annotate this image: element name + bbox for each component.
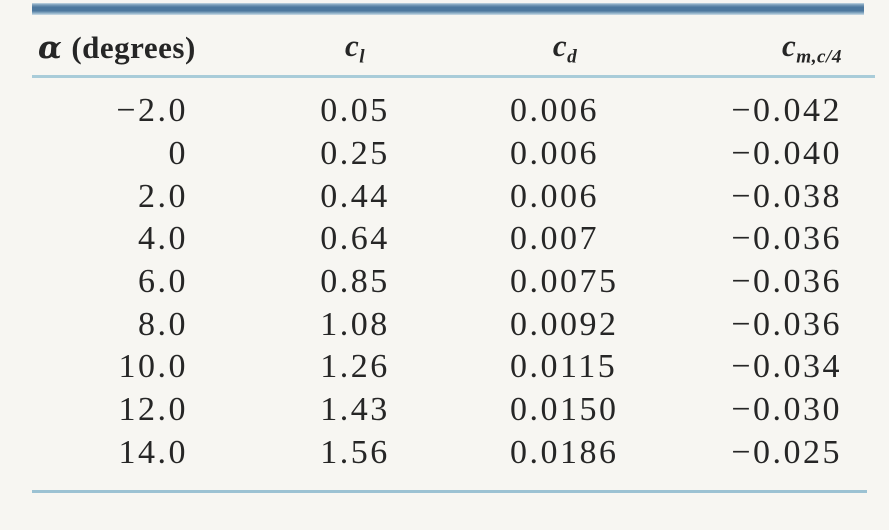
cell-cm: −0.036 xyxy=(731,263,842,301)
header-alpha-degrees: α (degrees) xyxy=(32,30,240,66)
cell-alpha: 8.0 xyxy=(138,305,188,343)
cell-cl: 0.25 xyxy=(320,135,390,173)
cell-alpha: 4.0 xyxy=(138,220,188,258)
table-row: 0 0.25 0.006 −0.040 xyxy=(32,133,882,176)
cm-subscript: m,c/4 xyxy=(796,46,842,68)
cell-alpha: −2.0 xyxy=(116,92,188,130)
cell-cd: 0.0092 xyxy=(510,305,619,343)
table-top-rule xyxy=(32,3,864,15)
cell-cd: 0.006 xyxy=(510,177,599,215)
table-bottom-rule xyxy=(32,490,867,494)
cell-cm: −0.030 xyxy=(731,391,842,429)
cell-cm: −0.036 xyxy=(731,220,842,258)
table-row: 6.0 0.85 0.0075 −0.036 xyxy=(32,261,882,304)
cell-cl: 0.64 xyxy=(320,220,390,258)
cell-cl: 1.43 xyxy=(320,391,390,429)
cell-cd: 0.006 xyxy=(510,92,599,130)
table-body: −2.0 0.05 0.006 −0.042 0 0.25 0.006 −0.0… xyxy=(32,78,882,490)
cell-cd: 0.0115 xyxy=(510,348,618,386)
table-header-row: α (degrees) cl cd cm,c/4 xyxy=(32,15,882,75)
table-row: 8.0 1.08 0.0092 −0.036 xyxy=(32,303,882,346)
cell-alpha: 14.0 xyxy=(118,433,188,471)
cell-alpha: 10.0 xyxy=(118,348,188,386)
cm-base: c xyxy=(782,27,797,63)
header-lift-coefficient: cl xyxy=(240,28,470,69)
table-row: 14.0 1.56 0.0186 −0.025 xyxy=(32,432,882,475)
cell-cl: 1.56 xyxy=(320,433,390,471)
alpha-units-label: (degrees) xyxy=(71,30,196,65)
cell-cd: 0.007 xyxy=(510,220,599,258)
cell-alpha: 12.0 xyxy=(118,391,188,429)
table-row: 12.0 1.43 0.0150 −0.030 xyxy=(32,389,882,432)
cell-alpha: 2.0 xyxy=(138,177,188,215)
cell-cl: 0.05 xyxy=(320,92,390,130)
airfoil-data-table: α (degrees) cl cd cm,c/4 −2.0 0.05 0.006 … xyxy=(32,3,882,494)
cell-cm: −0.038 xyxy=(731,177,842,215)
cd-subscript: d xyxy=(567,46,578,68)
table-row: −2.0 0.05 0.006 −0.042 xyxy=(32,90,882,133)
cell-cm: −0.036 xyxy=(731,305,842,343)
table-row: 10.0 1.26 0.0115 −0.034 xyxy=(32,346,882,389)
table-row: 2.0 0.44 0.006 −0.038 xyxy=(32,175,882,218)
alpha-symbol: α xyxy=(38,30,63,66)
cl-base: c xyxy=(344,27,360,63)
cell-cd: 0.0150 xyxy=(510,391,619,429)
header-underline-rule xyxy=(32,75,875,78)
table-row: 4.0 0.64 0.007 −0.036 xyxy=(32,218,882,261)
cell-cd: 0.0186 xyxy=(510,433,619,471)
cell-cl: 0.44 xyxy=(320,177,390,215)
cl-subscript: l xyxy=(359,46,366,68)
cell-alpha: 0 xyxy=(168,135,188,173)
cell-cl: 1.26 xyxy=(320,348,390,386)
cell-cd: 0.006 xyxy=(510,135,599,173)
cell-cm: −0.034 xyxy=(731,348,842,386)
cd-base: c xyxy=(552,27,568,63)
header-drag-coefficient: cd xyxy=(470,28,660,69)
header-moment-coefficient: cm,c/4 xyxy=(660,28,882,69)
cell-cm: −0.040 xyxy=(731,135,842,173)
cell-cl: 1.08 xyxy=(320,305,390,343)
cell-cm: −0.042 xyxy=(731,92,842,130)
cell-cd: 0.0075 xyxy=(510,263,619,301)
cell-cl: 0.85 xyxy=(320,263,390,301)
cell-cm: −0.025 xyxy=(731,433,842,471)
cell-alpha: 6.0 xyxy=(138,263,188,301)
